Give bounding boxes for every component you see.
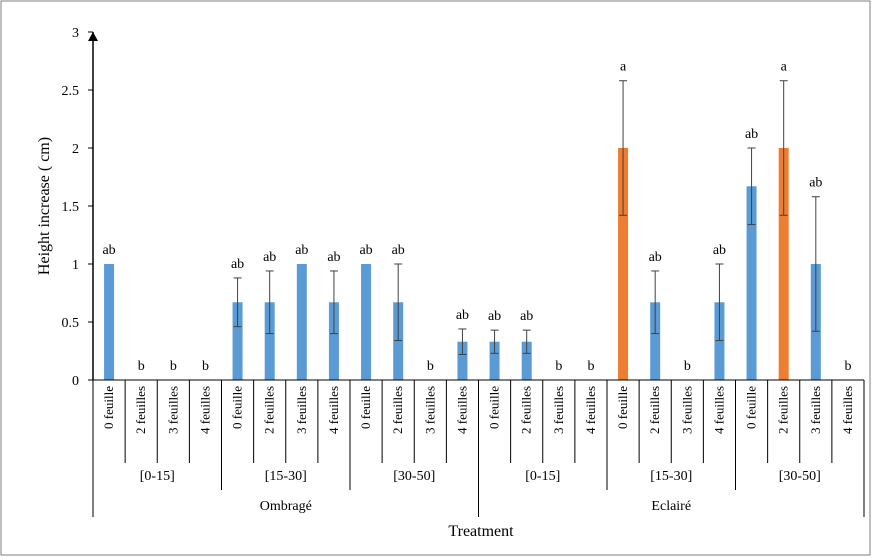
- y-tick-label: 0: [72, 374, 79, 389]
- bar: [457, 341, 468, 380]
- bar: [296, 264, 307, 380]
- bar: [232, 302, 243, 380]
- category-label: 4 feuilles: [840, 386, 855, 434]
- category-label: 0 feuille: [487, 386, 502, 429]
- category-label: 3 feuilles: [294, 386, 309, 434]
- axes-layer: [88, 31, 865, 517]
- category-label: 4 feuilles: [583, 386, 598, 434]
- category-label: 4 feuilles: [326, 386, 341, 434]
- significance-letter: b: [170, 359, 177, 374]
- significance-letter: a: [620, 60, 627, 75]
- significance-letter: ab: [713, 243, 726, 258]
- significance-letter: ab: [359, 243, 372, 258]
- y-tick-label: 2: [72, 142, 79, 157]
- significance-letter: b: [202, 359, 209, 374]
- significance-letter: b: [427, 359, 434, 374]
- significance-letter: b: [138, 359, 145, 374]
- category-label: 0 feuille: [230, 386, 245, 429]
- subgroup-label: [15-30]: [650, 469, 692, 484]
- category-label: 0 feuille: [744, 386, 759, 429]
- group-label: Ombragé: [260, 499, 312, 514]
- y-tick-label: 1: [72, 258, 79, 273]
- category-label: 3 feuilles: [422, 386, 437, 434]
- category-label: 3 feuilles: [551, 386, 566, 434]
- category-label: 0 feuille: [101, 386, 116, 429]
- subgroup-label: [0-15]: [525, 469, 560, 484]
- category-label: 0 feuille: [615, 386, 630, 429]
- bar: [618, 148, 629, 380]
- category-label: 2 feuilles: [519, 386, 534, 434]
- bar: [328, 302, 339, 380]
- significance-letter: ab: [745, 127, 758, 142]
- x-axis-title: Treatment: [448, 523, 514, 540]
- category-label: 4 feuilles: [454, 386, 469, 434]
- category-label: 3 feuilles: [679, 386, 694, 434]
- category-label: 4 feuilles: [197, 386, 212, 434]
- significance-letter: ab: [456, 308, 469, 323]
- significance-letter: b: [587, 359, 594, 374]
- significance-letter: b: [844, 359, 851, 374]
- significance-letter: b: [684, 359, 691, 374]
- significance-letter: ab: [102, 243, 115, 258]
- significance-letter: ab: [327, 250, 340, 265]
- y-tick-label: 2.5: [62, 84, 80, 99]
- significance-letter: a: [781, 60, 788, 75]
- category-label: 2 feuilles: [390, 386, 405, 434]
- significance-letter: b: [555, 359, 562, 374]
- bar: [714, 302, 725, 380]
- significance-letter: ab: [649, 250, 662, 265]
- subgroup-label: [0-15]: [140, 469, 175, 484]
- category-label: 3 feuilles: [808, 386, 823, 434]
- subgroup-label: [30-50]: [393, 469, 435, 484]
- significance-letter: ab: [231, 257, 244, 272]
- bar: [778, 148, 789, 380]
- bars-layer: [104, 80, 821, 380]
- bar: [264, 302, 275, 380]
- category-label: 2 feuilles: [776, 386, 791, 434]
- category-label: 2 feuilles: [133, 386, 148, 434]
- bar: [746, 186, 757, 380]
- significance-letter: ab: [392, 243, 405, 258]
- bar: [650, 302, 661, 380]
- significance-letter: ab: [809, 176, 822, 191]
- y-tick-label: 3: [72, 26, 79, 41]
- bar: [489, 341, 500, 380]
- subgroup-label: [30-50]: [779, 469, 821, 484]
- category-label: 2 feuilles: [647, 386, 662, 434]
- y-axis-arrow: [88, 32, 98, 41]
- bar: [104, 264, 115, 380]
- bar: [521, 341, 532, 380]
- y-tick-label: 1.5: [62, 200, 80, 215]
- group-label: Eclairé: [651, 499, 691, 514]
- significance-letter: ab: [263, 250, 276, 265]
- y-axis-title: Height increase ( cm): [36, 137, 53, 275]
- bar: [393, 302, 404, 380]
- subgroup-label: [15-30]: [265, 469, 307, 484]
- significance-letter: ab: [295, 243, 308, 258]
- category-label: 0 feuille: [358, 386, 373, 429]
- bar: [361, 264, 372, 380]
- significance-letter: ab: [488, 309, 501, 324]
- category-label: 4 feuilles: [711, 386, 726, 434]
- y-tick-label: 0.5: [62, 316, 80, 331]
- significance-letter: ab: [520, 309, 533, 324]
- category-label: 2 feuilles: [262, 386, 277, 434]
- category-label: 3 feuilles: [165, 386, 180, 434]
